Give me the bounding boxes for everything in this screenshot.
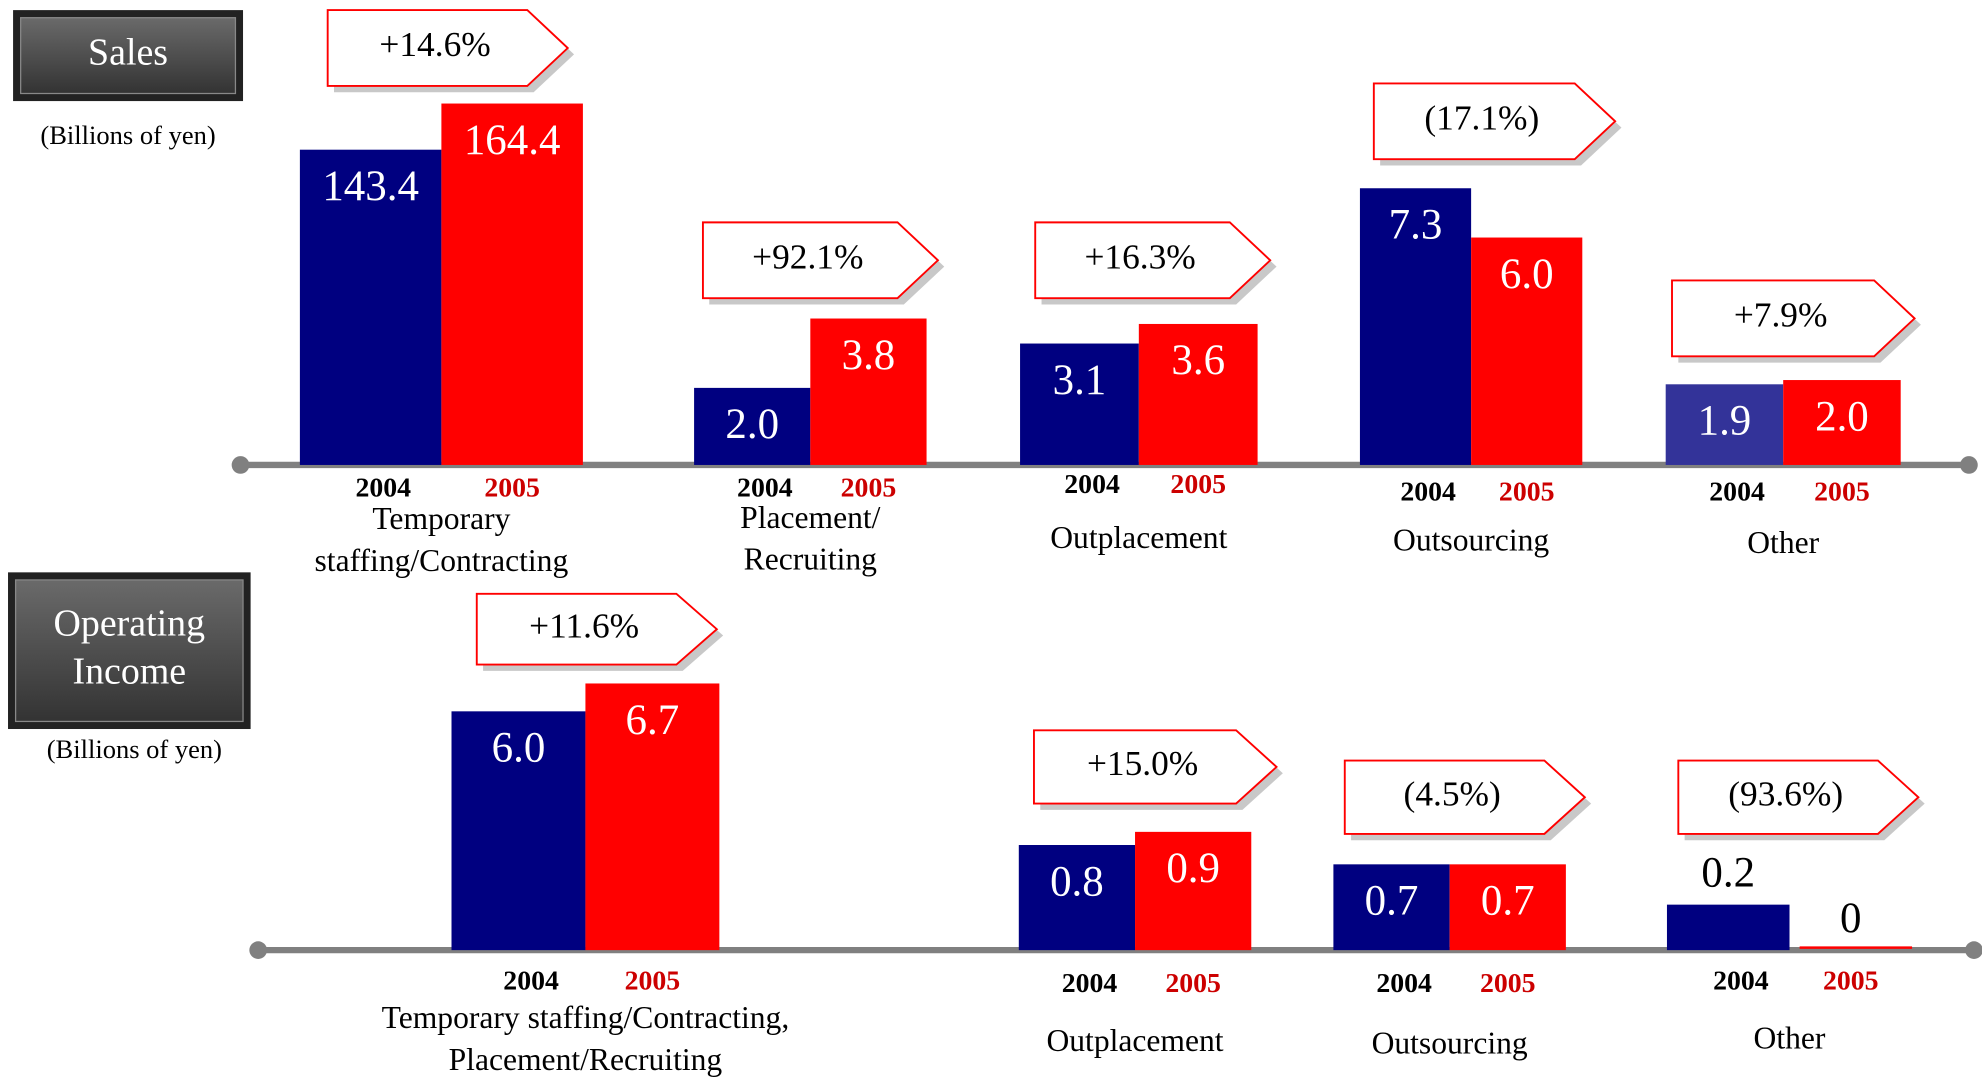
year-label: 2004 <box>1400 476 1456 507</box>
change-box <box>1343 759 1587 835</box>
year-label: 2005 <box>484 473 540 504</box>
category-label: Temporary staffing/Contracting, <box>382 1000 790 1035</box>
value-label: 0.8 <box>1050 858 1104 905</box>
year-label: 2005 <box>841 473 897 504</box>
value-label: 7.3 <box>1389 202 1443 249</box>
year-label: 2004 <box>1064 469 1120 500</box>
year-label: 2004 <box>1062 968 1118 999</box>
change-box <box>326 9 570 87</box>
category-label: staffing/Contracting <box>315 543 569 578</box>
bar <box>1665 384 1784 465</box>
change-label: (17.1%) <box>1424 97 1539 137</box>
bar <box>441 103 583 465</box>
value-label: 0.7 <box>1481 878 1535 925</box>
value-label: 164.4 <box>464 117 561 164</box>
year-label: 2005 <box>1814 476 1870 507</box>
change-box <box>475 592 719 666</box>
change-label: +14.6% <box>379 24 490 64</box>
badge <box>14 579 244 723</box>
bar <box>585 683 720 951</box>
value-label: 6.0 <box>492 725 546 772</box>
bar <box>1449 864 1566 951</box>
value-label: 3.8 <box>842 332 896 379</box>
category-label: Placement/Recruiting <box>449 1042 723 1077</box>
change-box <box>1677 759 1920 835</box>
value-label: 0 <box>1840 895 1861 942</box>
change-box <box>1033 729 1278 805</box>
year-label: 2004 <box>503 965 559 996</box>
bar <box>1359 188 1472 465</box>
bar <box>1783 380 1901 465</box>
year-label: 2005 <box>1823 965 1879 996</box>
change-box <box>1372 82 1617 161</box>
category-label: Temporary <box>372 501 510 536</box>
value-label: 0.2 <box>1701 850 1755 897</box>
axis-end <box>231 456 250 474</box>
bar <box>1471 237 1583 465</box>
bar <box>1333 864 1450 951</box>
year-label: 2005 <box>1480 968 1536 999</box>
year-label: 2004 <box>1376 968 1432 999</box>
value-label: 2.0 <box>1815 393 1869 440</box>
value-label: 3.1 <box>1053 357 1107 404</box>
value-label: 3.6 <box>1171 337 1225 384</box>
bar <box>299 149 442 465</box>
bar <box>810 318 927 465</box>
value-label: 2.0 <box>725 401 779 448</box>
axis-end <box>1965 941 1982 959</box>
bar <box>1018 845 1136 951</box>
category-label: Other <box>1754 1020 1826 1055</box>
change-label: +16.3% <box>1084 236 1195 276</box>
change-box <box>1034 221 1272 300</box>
value-label: 0.9 <box>1166 845 1220 892</box>
bar <box>1135 831 1252 951</box>
axis-end <box>1960 456 1978 474</box>
value-label: 0.7 <box>1365 878 1419 925</box>
value-label: 6.0 <box>1500 251 1554 298</box>
year-label: 2005 <box>1499 476 1555 507</box>
change-label: +11.6% <box>529 605 639 645</box>
year-label: 2005 <box>1170 469 1226 500</box>
category-label: Outsourcing <box>1372 1025 1528 1060</box>
change-label: +7.9% <box>1734 295 1828 335</box>
bar <box>1020 343 1139 465</box>
bar <box>1666 904 1790 951</box>
year-label: 2004 <box>355 473 411 504</box>
axis-end <box>249 941 268 959</box>
change-box <box>1671 279 1916 358</box>
year-label: 2004 <box>1709 476 1765 507</box>
value-label: 1.9 <box>1698 398 1752 445</box>
bar <box>694 387 811 465</box>
year-label: 2005 <box>625 965 681 996</box>
unit-label: (Billions of yen) <box>40 120 215 150</box>
unit-label: (Billions of yen) <box>47 734 222 764</box>
category-label: Outsourcing <box>1393 523 1549 558</box>
value-label: 143.4 <box>322 163 419 210</box>
badge <box>20 17 237 95</box>
category-label: Recruiting <box>744 541 878 576</box>
change-box <box>701 221 940 300</box>
category-label: Placement/ <box>740 500 881 535</box>
value-label: 6.7 <box>626 697 680 744</box>
year-label: 2005 <box>1165 968 1221 999</box>
category-label: Other <box>1747 525 1819 560</box>
bar <box>451 711 586 951</box>
panel-title: Sales <box>88 31 168 73</box>
category-label: Outplacement <box>1046 1023 1223 1058</box>
panel-title: Operating Income <box>54 602 206 692</box>
year-label: 2004 <box>1713 965 1769 996</box>
change-label: +92.1% <box>752 236 863 276</box>
year-label: 2004 <box>737 473 793 504</box>
bar <box>1138 323 1258 465</box>
change-label: (4.5%) <box>1404 773 1501 813</box>
change-label: +15.0% <box>1087 743 1198 783</box>
category-label: Outplacement <box>1050 520 1227 555</box>
change-label: (93.6%) <box>1728 773 1843 813</box>
